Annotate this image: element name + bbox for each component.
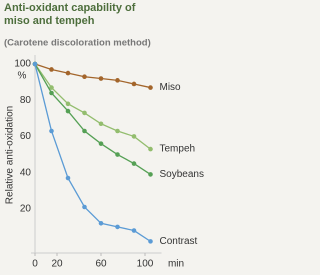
chart: Anti-oxidant capability of miso and temp…: [4, 2, 204, 270]
y-tick-label: 40: [20, 167, 32, 178]
series-line: [34, 63, 151, 175]
data-point: [65, 108, 71, 114]
y-unit: %: [18, 71, 27, 82]
data-point: [148, 85, 153, 90]
data-point: [65, 101, 71, 107]
data-point: [65, 175, 71, 181]
y-tick-label: 80: [20, 95, 32, 106]
data-point: [98, 220, 104, 226]
x-tick-label: 60: [95, 259, 107, 270]
data-point: [82, 128, 87, 134]
data-point: [115, 224, 120, 230]
data-point: [98, 141, 104, 146]
data-point: [49, 90, 54, 96]
data-point: [82, 204, 87, 210]
data-point: [65, 70, 71, 76]
data-point: [148, 239, 153, 244]
chart-title: Anti-oxidant capability of miso and temp…: [4, 2, 136, 27]
series-line: [34, 63, 151, 150]
data-point: [131, 161, 137, 166]
data-point: [32, 61, 38, 67]
series-label: Contrast: [160, 236, 198, 247]
data-point: [115, 78, 120, 83]
series-line: [34, 63, 151, 89]
y-tick-label: 100: [14, 59, 31, 70]
chart-subtitle: (Carotene discoloration method): [4, 38, 151, 49]
data-point: [98, 76, 104, 81]
x-unit: min: [168, 259, 184, 270]
data-point: [131, 134, 137, 139]
y-axis-label: Relative anti-oxidation: [5, 106, 16, 204]
x-tick-label: 20: [51, 259, 63, 270]
data-point: [131, 81, 137, 87]
series-line: [34, 63, 151, 242]
data-point: [148, 172, 153, 177]
title-box: Anti-oxidant capability of miso and temp…: [4, 2, 136, 27]
y-tick-label: 60: [20, 131, 32, 142]
data-point: [98, 121, 104, 127]
data-point: [115, 128, 120, 134]
data-point: [49, 128, 54, 134]
series-label: Tempeh: [160, 144, 196, 155]
data-point: [49, 85, 54, 90]
data-point: [49, 67, 54, 72]
y-tick-label: 20: [20, 203, 32, 214]
x-tick-label: 0: [32, 259, 38, 270]
data-point: [82, 110, 87, 116]
data-point: [115, 152, 120, 157]
data-point: [148, 146, 153, 152]
data-point: [131, 228, 137, 233]
series-label: Miso: [160, 82, 182, 93]
series-label: Soybeans: [160, 169, 204, 180]
x-tick-label: 100: [137, 259, 154, 270]
data-point: [82, 74, 87, 80]
